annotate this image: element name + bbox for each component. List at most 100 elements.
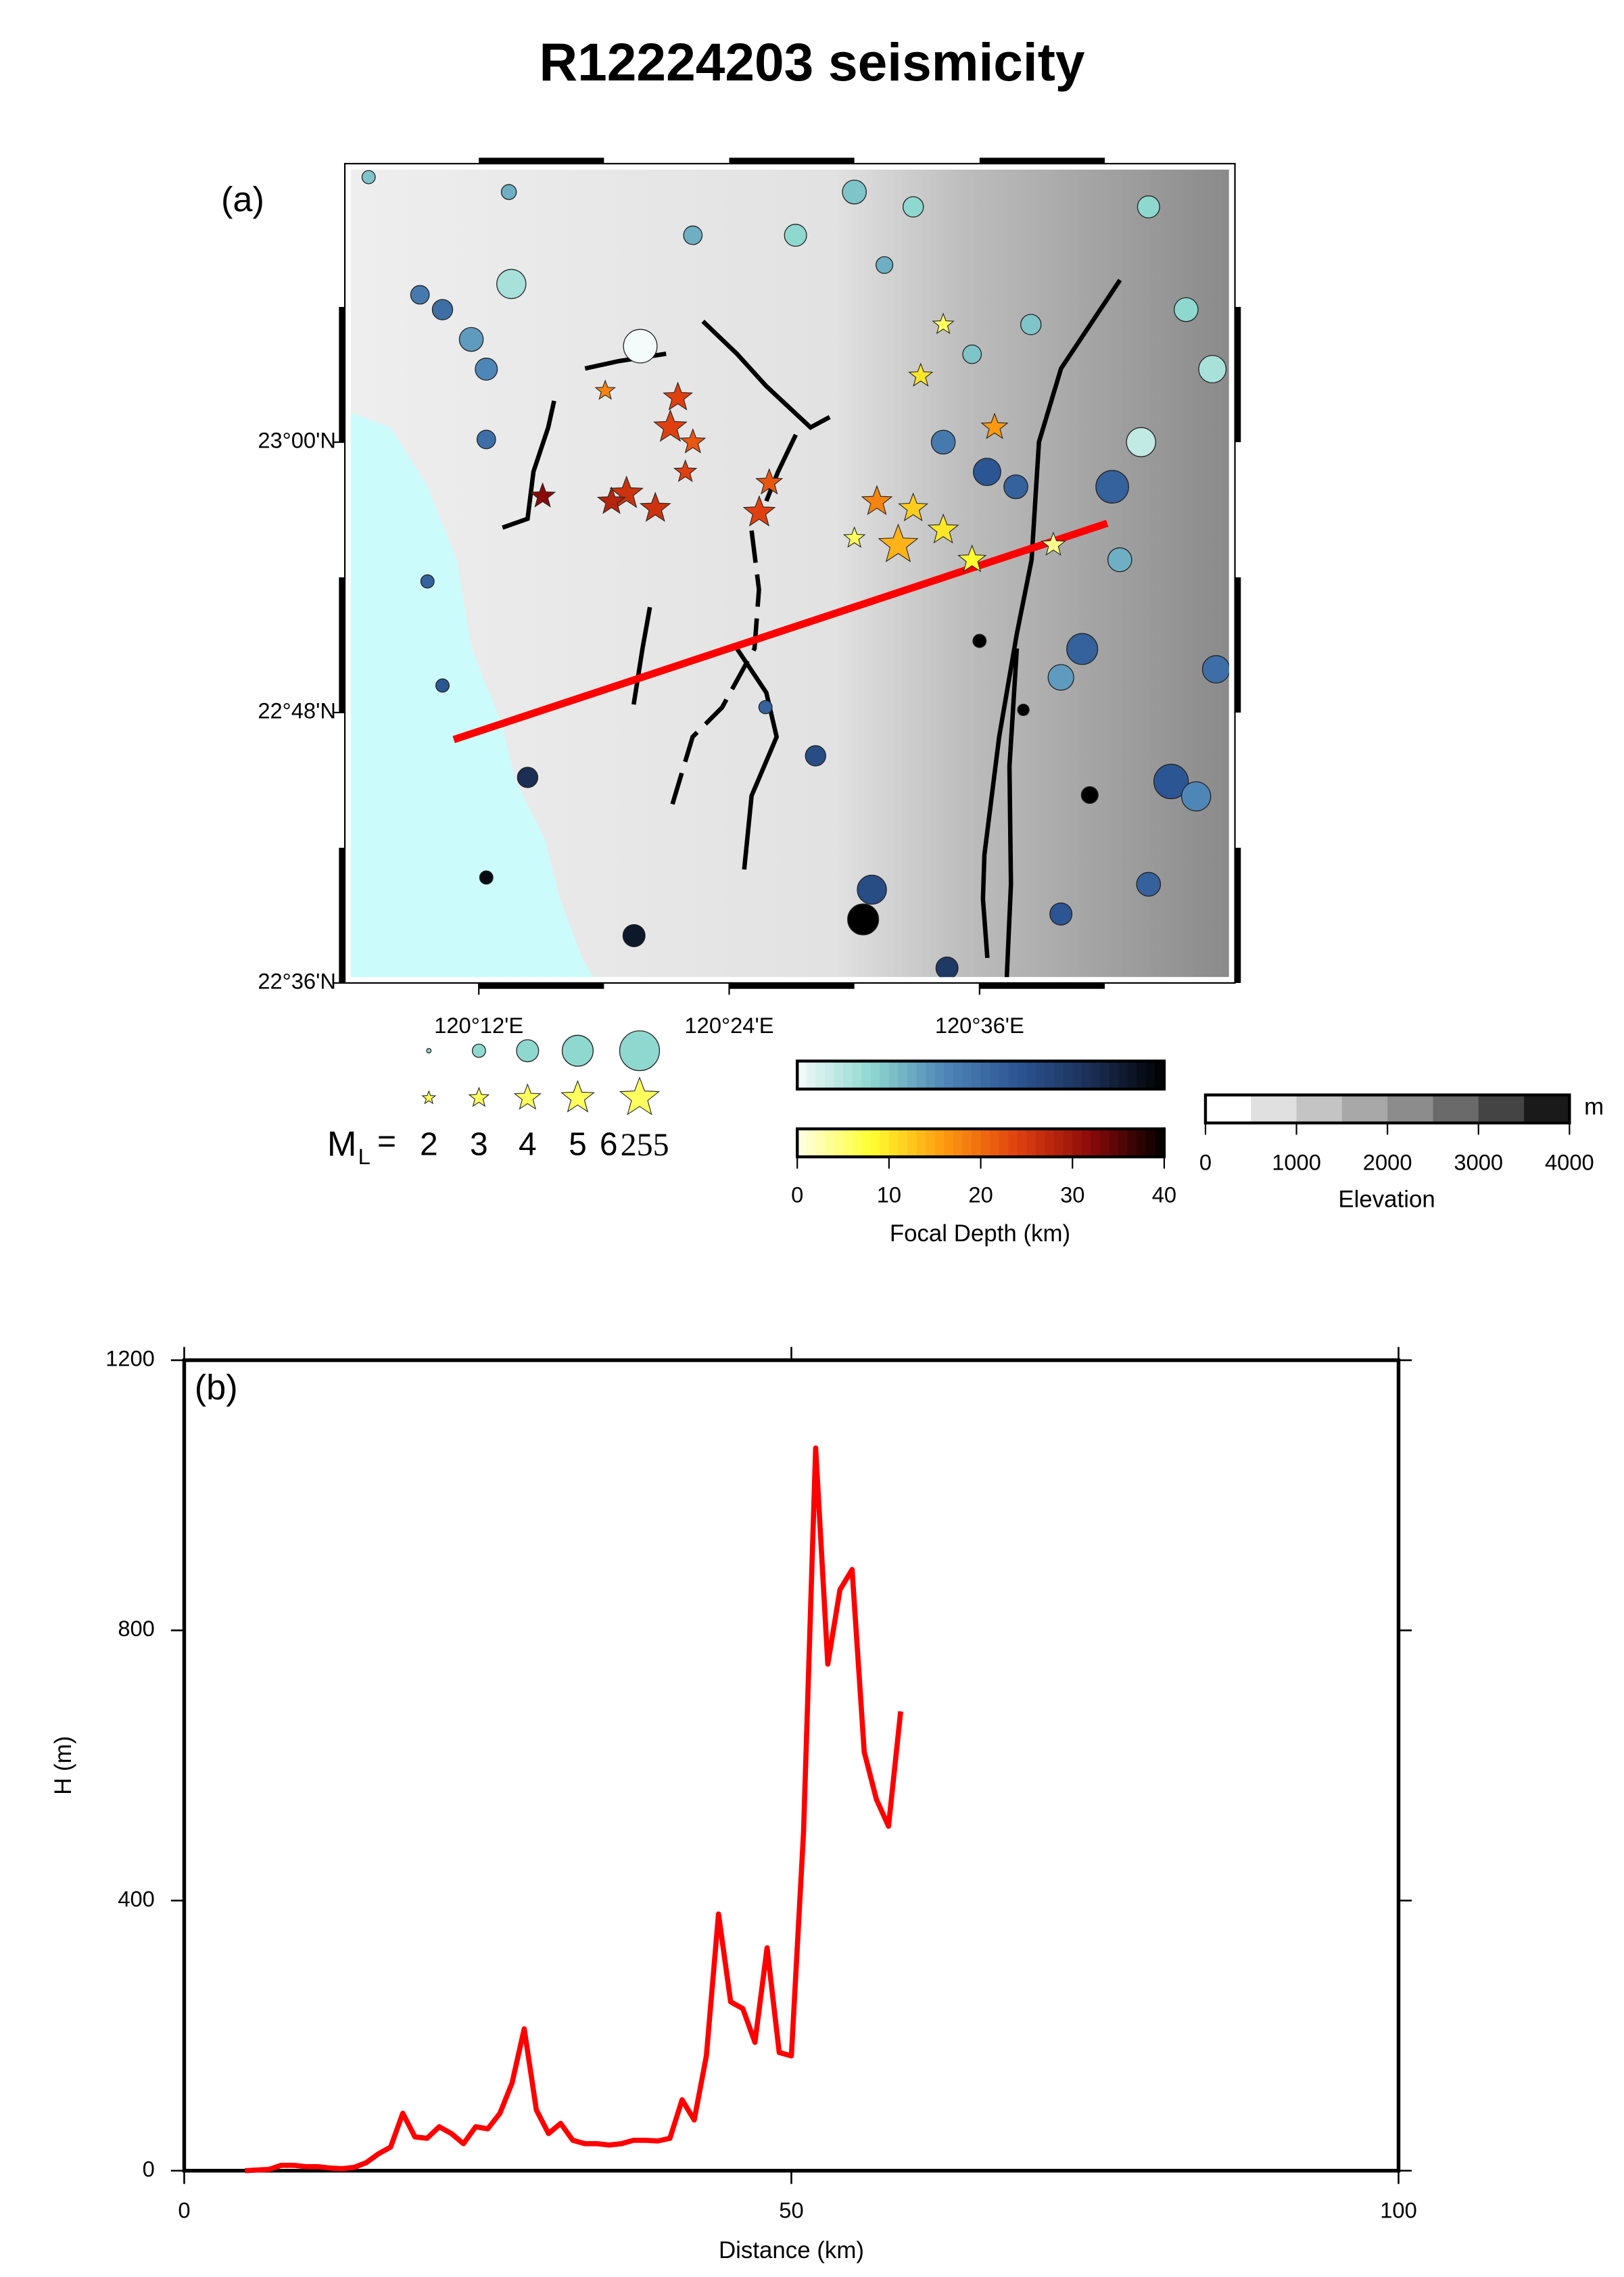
frame-bar — [339, 847, 345, 983]
colorbar-cell — [1026, 1128, 1037, 1157]
colorbar-cell — [972, 1128, 982, 1157]
legend-circle — [619, 1030, 661, 1072]
x-tick-label: 50 — [779, 2197, 803, 2222]
colorbar-cell — [934, 1061, 945, 1089]
colorbar-cell — [962, 1061, 973, 1089]
colorbar-cell — [999, 1061, 1009, 1089]
earthquake — [496, 268, 527, 299]
colorbar-cell — [1155, 1128, 1166, 1157]
earthquake — [458, 327, 484, 352]
fault — [1004, 648, 1020, 978]
colorbar-cell — [1145, 1061, 1156, 1089]
earthquake-star — [898, 492, 929, 522]
earthquake-star — [842, 526, 866, 548]
y-tick-label: 400 — [118, 1886, 155, 1911]
colorbar-cell — [888, 1061, 899, 1089]
earthquake — [1017, 703, 1030, 717]
earthquake-star — [679, 428, 707, 454]
ml-symbol: M — [327, 1125, 357, 1164]
colorbar-cell — [824, 1128, 835, 1157]
frame-bar — [979, 982, 1105, 989]
colorbar-cell — [815, 1128, 826, 1157]
colorbar-cell — [1109, 1061, 1120, 1089]
colorbar-cell — [1155, 1061, 1166, 1089]
earthquake-star — [957, 544, 987, 573]
fault — [631, 606, 652, 705]
earthquake — [1107, 547, 1132, 573]
legend-label: 5 — [569, 1127, 587, 1163]
colorbar-tick-label: 3000 — [1454, 1150, 1503, 1175]
legend-star — [468, 1086, 490, 1107]
colorbar-cell — [990, 1128, 1000, 1157]
colorbar-cell — [852, 1128, 863, 1157]
fault — [764, 433, 798, 502]
frame-bar — [1235, 847, 1241, 983]
earthquake-star — [529, 482, 556, 508]
colorbar-cell — [916, 1128, 927, 1157]
legend-star — [619, 1076, 661, 1116]
colorbar-cell — [797, 1128, 807, 1157]
colorbar-cell — [1072, 1128, 1082, 1157]
earthquake — [1095, 470, 1129, 504]
colorbar-cell — [980, 1061, 991, 1089]
colorbar-cell — [944, 1128, 954, 1157]
fault — [701, 319, 831, 431]
colorbar-cell — [1081, 1061, 1092, 1089]
earthquake — [1153, 763, 1189, 800]
y-tick-label: 0 — [143, 2156, 155, 2181]
frame-bar — [729, 158, 855, 164]
legend-circle — [471, 1043, 486, 1058]
earthquakes — [361, 170, 1229, 978]
colorbar-cell — [1109, 1128, 1120, 1157]
colorbar-cell — [934, 1128, 945, 1157]
y-tick-label: 22°48'N — [258, 698, 336, 723]
colorbar-cell — [1099, 1128, 1110, 1157]
earthquake — [847, 903, 880, 936]
frame-bar — [339, 577, 345, 713]
earthquake — [623, 329, 658, 364]
earthquake-star — [609, 475, 644, 508]
earthquake-star — [878, 523, 919, 562]
y-tick-label: 800 — [118, 1616, 155, 1641]
colorbar-cell — [1091, 1128, 1101, 1157]
colorbar-cell — [1118, 1128, 1128, 1157]
earthquake — [857, 874, 887, 905]
earthquake-star — [594, 379, 616, 400]
earthquake — [1201, 655, 1229, 684]
earthquake — [479, 870, 494, 885]
frame-bar — [1235, 577, 1241, 713]
colorbar-cell — [1008, 1061, 1018, 1089]
earthquake-star — [742, 495, 776, 527]
legend-star — [421, 1090, 437, 1105]
legend-label: 3 — [470, 1127, 488, 1163]
earthquake — [1174, 297, 1199, 322]
colorbar-cell — [1387, 1095, 1434, 1124]
earthquake — [784, 224, 807, 247]
earthquake — [475, 358, 498, 381]
figure-title: R12224203 seismicity — [540, 32, 1085, 92]
earthquake-star — [908, 362, 934, 387]
colorbar-cell — [1478, 1095, 1525, 1124]
earthquake — [420, 574, 435, 589]
colorbar-cell — [953, 1128, 963, 1157]
map-panel: (a) 120°12'E 120°24'E 120°36'E 22°36'N 22°48… — [221, 158, 1241, 1038]
earthquake-star — [980, 412, 1009, 439]
earthquake — [962, 344, 982, 364]
colorbar-cell — [1081, 1128, 1092, 1157]
earthquake — [1136, 871, 1162, 897]
panel-label: (b) — [195, 1368, 238, 1407]
colorbar-cell — [1072, 1061, 1082, 1089]
colorbar-cell — [980, 1128, 991, 1157]
colorbar-cell — [1099, 1061, 1110, 1089]
colorbar-cell — [999, 1128, 1009, 1157]
y-tick-label: 22°36'N — [258, 969, 336, 994]
fault — [668, 530, 761, 811]
colorbar-cell — [880, 1128, 890, 1157]
colorbar-tick-label: 10 — [877, 1182, 901, 1207]
ml-subscript: L — [358, 1144, 371, 1169]
colorbar-tick-label: 0 — [1199, 1150, 1212, 1175]
y-tick-label: 23°00'N — [258, 428, 336, 453]
earthquake — [930, 429, 956, 455]
legend-label: 2 — [420, 1127, 438, 1163]
frame-bar — [1235, 307, 1241, 443]
